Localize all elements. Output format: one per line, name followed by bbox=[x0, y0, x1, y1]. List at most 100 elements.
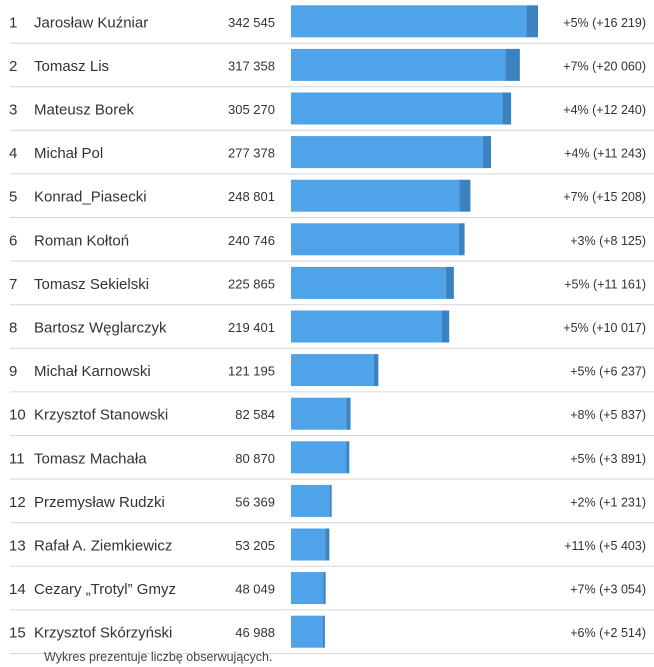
name-label: Michał Karnowski bbox=[34, 363, 151, 380]
value-label: 248 801 bbox=[228, 189, 275, 204]
name-label: Przemysław Rudzki bbox=[34, 494, 165, 511]
bar-increase bbox=[346, 397, 351, 430]
rank-label: 1 bbox=[9, 14, 17, 31]
rank-label: 8 bbox=[9, 320, 17, 337]
bar-base bbox=[291, 310, 442, 343]
rank-label: 13 bbox=[9, 538, 26, 555]
value-label: 219 401 bbox=[228, 320, 275, 335]
bar-base bbox=[291, 354, 374, 387]
bar-increase bbox=[441, 310, 450, 343]
name-label: Tomasz Lis bbox=[34, 58, 109, 75]
bar-base bbox=[291, 136, 483, 169]
bar-base bbox=[291, 572, 324, 605]
bar-increase bbox=[329, 484, 332, 517]
change-label: +5% (+16 219) bbox=[563, 16, 646, 30]
bar-base bbox=[291, 484, 330, 517]
table-row: 7 Tomasz Sekielski 225 865 +5% (+11 161) bbox=[9, 266, 654, 306]
table-row: 6 Roman Kołtoń 240 746 +3% (+8 125) bbox=[9, 223, 654, 262]
value-label: 53 205 bbox=[235, 538, 275, 553]
rank-label: 12 bbox=[9, 494, 26, 511]
bar-base bbox=[291, 179, 460, 212]
name-label: Michał Pol bbox=[34, 145, 103, 162]
bar-increase bbox=[482, 136, 492, 169]
name-label: Krzysztof Stanowski bbox=[34, 407, 168, 424]
rank-label: 6 bbox=[9, 232, 17, 249]
rank-label: 11 bbox=[9, 450, 25, 467]
rows-layer: 1 Jarosław Kuźniar 342 545 +5% (+16 219) 2 To… bbox=[9, 5, 654, 654]
bar-base bbox=[291, 48, 506, 81]
table-row: 13 Rafał A. Ziemkiewicz 53 205 +11% (+5 403… bbox=[9, 528, 654, 567]
bar-base bbox=[291, 266, 446, 299]
change-label: +3% (+8 125) bbox=[570, 234, 646, 248]
name-label: Cezary „Trotyl” Gmyz bbox=[34, 581, 176, 598]
table-row: 10 Krzysztof Stanowski 82 584 +8% (+5 837) bbox=[9, 397, 654, 436]
change-label: +6% (+2 514) bbox=[570, 626, 646, 640]
value-label: 46 988 bbox=[235, 625, 275, 640]
change-label: +5% (+10 017) bbox=[563, 321, 646, 335]
table-row: 5 Konrad_Piasecki 248 801 +7% (+15 208) bbox=[9, 179, 654, 218]
table-row: 11 Tomasz Machała 80 870 +5% (+3 891) bbox=[9, 441, 654, 480]
name-label: Jarosław Kuźniar bbox=[34, 14, 148, 31]
change-label: +7% (+20 060) bbox=[563, 59, 646, 73]
rank-label: 14 bbox=[9, 581, 26, 598]
bar-increase bbox=[322, 615, 325, 648]
table-row: 2 Tomasz Lis 317 358 +7% (+20 060) bbox=[9, 48, 654, 88]
change-label: +4% (+11 243) bbox=[564, 147, 646, 161]
value-label: 240 746 bbox=[228, 233, 275, 248]
name-label: Roman Kołtoń bbox=[34, 232, 129, 249]
table-row: 9 Michał Karnowski 121 195 +5% (+6 237) bbox=[9, 354, 654, 393]
name-label: Krzysztof Skórzyński bbox=[34, 625, 172, 642]
value-label: 82 584 bbox=[235, 407, 275, 422]
bar-base bbox=[291, 528, 326, 561]
value-label: 342 545 bbox=[228, 15, 275, 30]
change-label: +4% (+12 240) bbox=[563, 103, 646, 117]
rank-label: 5 bbox=[9, 189, 17, 206]
table-row: 3 Mateusz Borek 305 270 +4% (+12 240) bbox=[9, 92, 654, 131]
bar-base bbox=[291, 615, 323, 648]
name-label: Tomasz Sekielski bbox=[34, 276, 149, 293]
table-row: 4 Michał Pol 277 378 +4% (+11 243) bbox=[9, 136, 654, 175]
bar-base bbox=[291, 223, 459, 256]
chart-footnote: Wykres prezentuje liczbę obserwujących. bbox=[44, 650, 272, 664]
bar-base bbox=[291, 441, 347, 474]
bar-increase bbox=[373, 354, 379, 387]
change-label: +5% (+3 891) bbox=[570, 452, 646, 466]
change-label: +7% (+15 208) bbox=[563, 190, 646, 204]
value-label: 80 870 bbox=[235, 451, 275, 466]
bar-base bbox=[291, 92, 503, 125]
table-row: 14 Cezary „Trotyl” Gmyz 48 049 +7% (+3 054) bbox=[9, 572, 654, 611]
change-label: +5% (+11 161) bbox=[564, 277, 646, 291]
table-row: 1 Jarosław Kuźniar 342 545 +5% (+16 219) bbox=[9, 5, 654, 44]
change-label: +5% (+6 237) bbox=[570, 365, 646, 379]
bar-increase bbox=[526, 5, 538, 38]
name-label: Rafał A. Ziemkiewicz bbox=[34, 538, 172, 555]
value-label: 48 049 bbox=[235, 582, 275, 597]
bar-base bbox=[291, 5, 527, 38]
table-row: 15 Krzysztof Skórzyński 46 988 +6% (+2 514) bbox=[9, 615, 654, 654]
bar-increase bbox=[346, 441, 350, 474]
bar-increase bbox=[505, 48, 520, 81]
bar-increase bbox=[502, 92, 512, 125]
name-label: Mateusz Borek bbox=[34, 102, 135, 119]
value-label: 56 369 bbox=[235, 494, 275, 509]
bar-increase bbox=[459, 179, 471, 212]
name-label: Bartosz Węglarczyk bbox=[34, 320, 167, 337]
bar-increase bbox=[445, 266, 454, 299]
value-label: 277 378 bbox=[228, 146, 275, 161]
name-label: Konrad_Piasecki bbox=[34, 189, 147, 206]
bar-increase bbox=[325, 528, 330, 561]
rank-label: 9 bbox=[9, 363, 17, 380]
rank-label: 2 bbox=[9, 58, 17, 75]
change-label: +8% (+5 837) bbox=[570, 408, 646, 422]
rank-label: 10 bbox=[9, 407, 26, 424]
bar-increase bbox=[323, 572, 326, 605]
value-label: 225 865 bbox=[228, 276, 275, 291]
change-label: +11% (+5 403) bbox=[564, 539, 646, 553]
table-row: 12 Przemysław Rudzki 56 369 +2% (+1 231) bbox=[9, 484, 654, 524]
value-label: 121 195 bbox=[228, 364, 275, 379]
change-label: +2% (+1 231) bbox=[570, 495, 646, 509]
table-row: 8 Bartosz Węglarczyk 219 401 +5% (+10 017) bbox=[9, 310, 654, 349]
rank-label: 4 bbox=[9, 145, 17, 162]
